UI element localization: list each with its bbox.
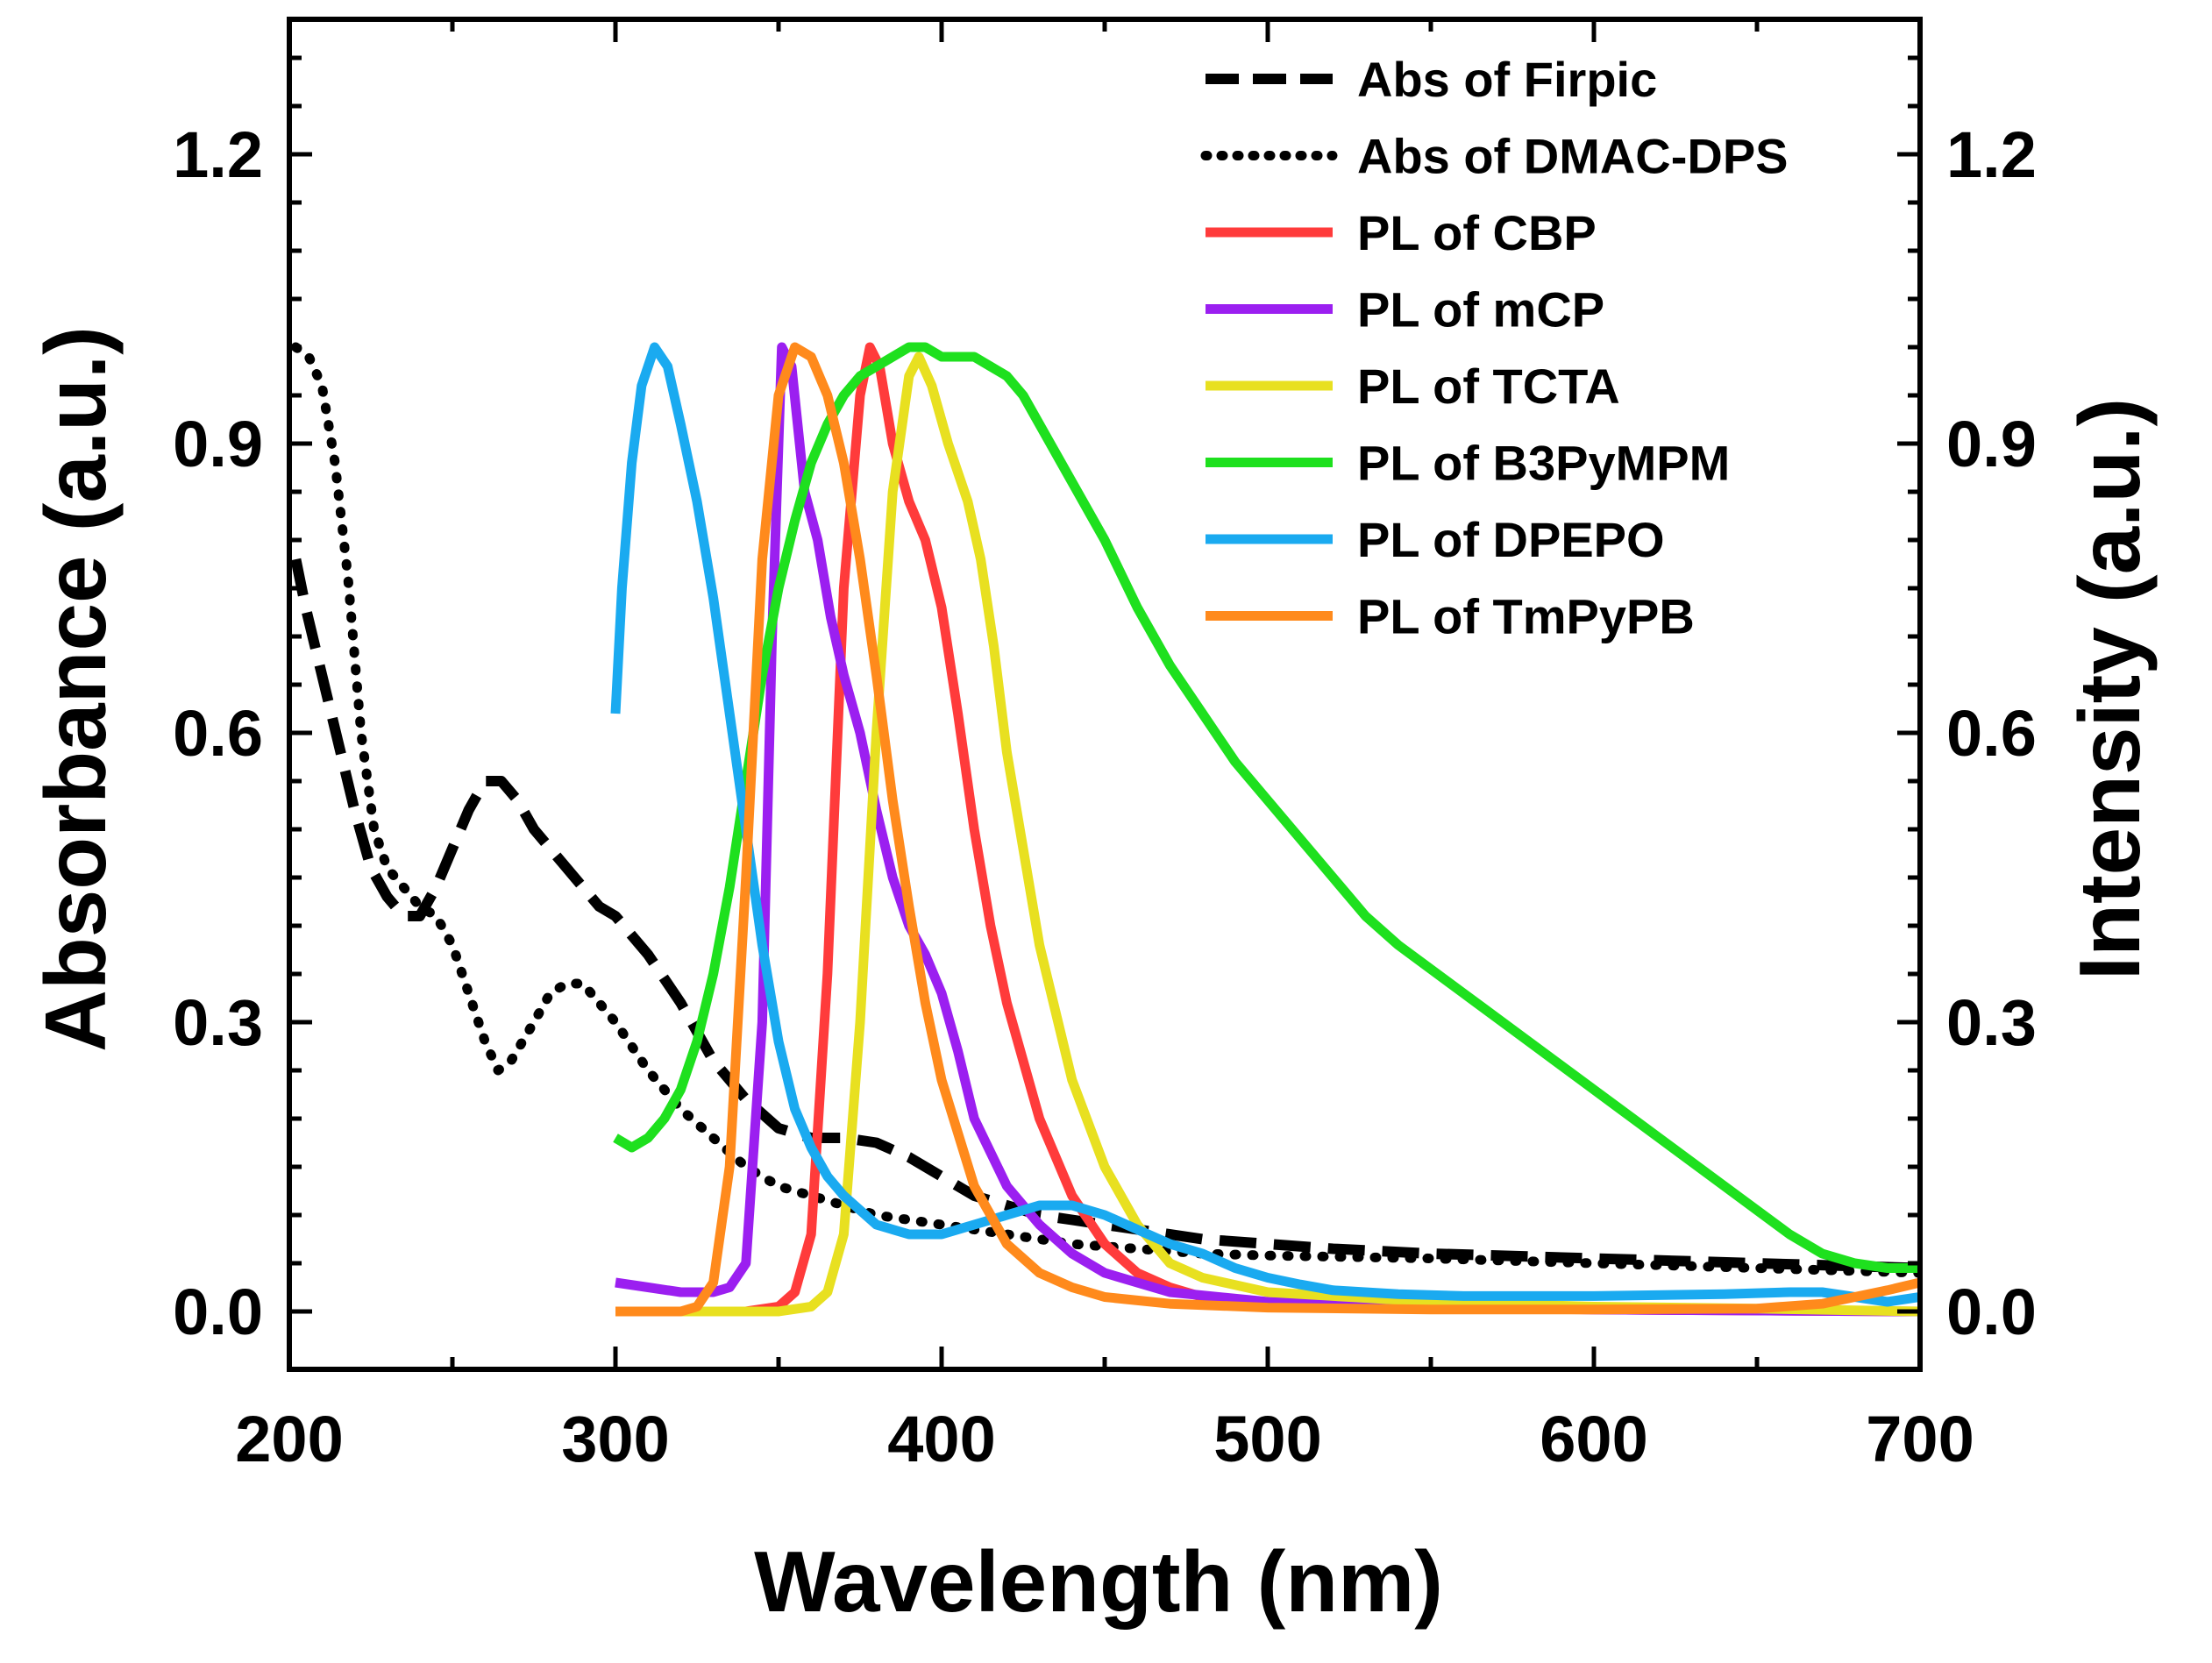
x-tick-label-200: 200 — [235, 1403, 343, 1475]
legend-label-pl-of-tmpypb: PL of TmPyPB — [1357, 589, 1695, 644]
series-line-pl-of-tcta — [615, 352, 1920, 1317]
y-left-tick-label-1.2: 1.2 — [173, 118, 263, 191]
y-left-tick-label-0.9: 0.9 — [173, 408, 263, 480]
series-line-pl-of-b3pympm — [613, 342, 1920, 1273]
x-tick-label-500: 500 — [1213, 1403, 1321, 1475]
y-right-tick-label-0.6: 0.6 — [1946, 697, 2037, 770]
x-tick-label-700: 700 — [1866, 1403, 1974, 1475]
y-axis-title-right: Intensity (a.u.) — [2061, 398, 2158, 980]
legend-label-pl-of-mcp: PL of mCP — [1357, 282, 1604, 338]
y-axis-title-left: Absorbance (a.u.) — [27, 326, 124, 1052]
y-left-tick-label-0.3: 0.3 — [173, 986, 263, 1059]
y-right-tick-label-0.3: 0.3 — [1946, 986, 2037, 1059]
y-right-tick-label-0.9: 0.9 — [1946, 408, 2037, 480]
legend-label-pl-of-cbp: PL of CBP — [1357, 205, 1597, 260]
legend-label-abs-of-dmac-dps: Abs of DMAC-DPS — [1357, 129, 1789, 184]
legend-label-abs-of-firpic: Abs of Firpic — [1357, 52, 1657, 107]
y-right-tick-label-0.0: 0.0 — [1946, 1276, 2037, 1348]
tick-labels: 200 300 400 500 600 700 0.0 0.0 0.3 0.3 0.6 0.6 0.9 0… — [173, 118, 2037, 1475]
y-right-tick-label-1.2: 1.2 — [1946, 118, 2037, 191]
legend-label-pl-of-tcta: PL of TCTA — [1357, 359, 1620, 414]
legend: Abs of Firpic Abs of DMAC-DPS PL of CBP PL … — [1200, 52, 1789, 644]
series-line-abs-of-dmac-dps — [290, 342, 1920, 1278]
series-line-pl-of-dpepo — [610, 342, 1920, 1307]
y-left-tick-label-0.0: 0.0 — [173, 1276, 263, 1348]
x-tick-label-600: 600 — [1540, 1403, 1647, 1475]
legend-label-pl-of-dpepo: PL of DPEPO — [1357, 512, 1665, 567]
legend-label-pl-of-b3pympm: PL of B3PyMPM — [1357, 436, 1730, 491]
y-left-tick-label-0.6: 0.6 — [173, 697, 263, 770]
x-tick-label-400: 400 — [887, 1403, 995, 1475]
series-layer — [290, 342, 1920, 1317]
x-axis-title: Wavelength (nm) — [754, 1533, 1443, 1630]
axis-ticks — [287, 19, 1923, 1369]
series-line-pl-of-tmpypb — [615, 342, 1920, 1317]
x-tick-label-300: 300 — [561, 1403, 669, 1475]
